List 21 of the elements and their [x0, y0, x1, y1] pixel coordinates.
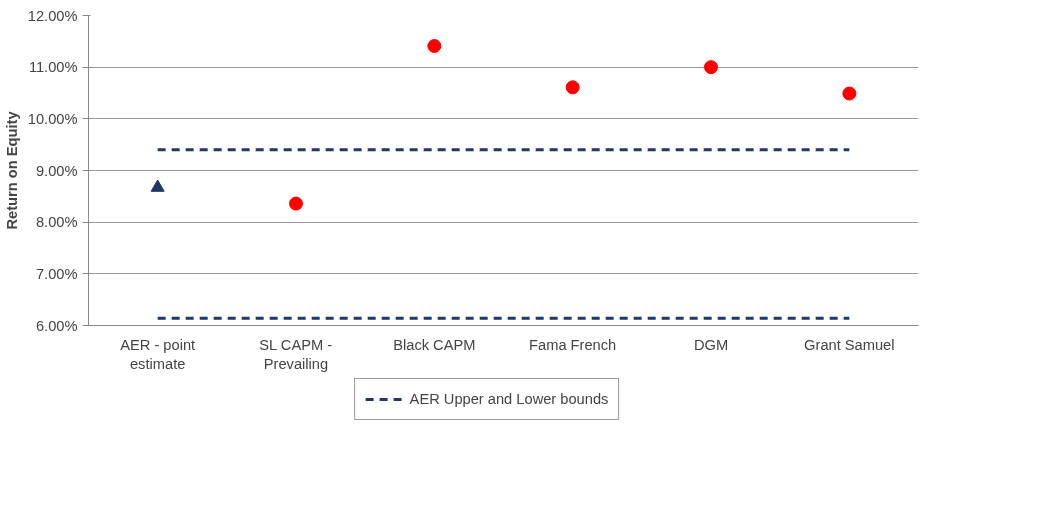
point	[842, 86, 857, 101]
y-axis-title: Return on Equity	[3, 110, 20, 230]
point	[704, 60, 718, 75]
y-tick-label: 7.00%	[35, 265, 78, 282]
x-tick-label: SL CAPM - Prevailing	[259, 336, 333, 372]
y-tick-label: 12.00%	[27, 7, 78, 24]
y-tick-label: 10.00%	[27, 110, 78, 127]
point	[150, 179, 165, 192]
y-tick-label: 9.00%	[35, 162, 78, 179]
point	[427, 39, 442, 53]
y-tick-label: 8.00%	[35, 214, 78, 231]
x-tick-label: AER - point estimate	[120, 336, 196, 372]
legend-label: AER Upper and Lower bounds	[409, 391, 609, 407]
x-tick-label: DGM	[693, 336, 729, 353]
x-tick-label: Black CAPM	[393, 336, 476, 353]
point	[289, 196, 303, 211]
x-tick-label: Grant Samuel	[804, 336, 895, 353]
point	[565, 80, 580, 95]
y-tick-label: 6.00%	[35, 317, 78, 334]
y-tick-label: 11.00%	[28, 59, 78, 76]
x-tick-label: Fama French	[529, 336, 617, 353]
